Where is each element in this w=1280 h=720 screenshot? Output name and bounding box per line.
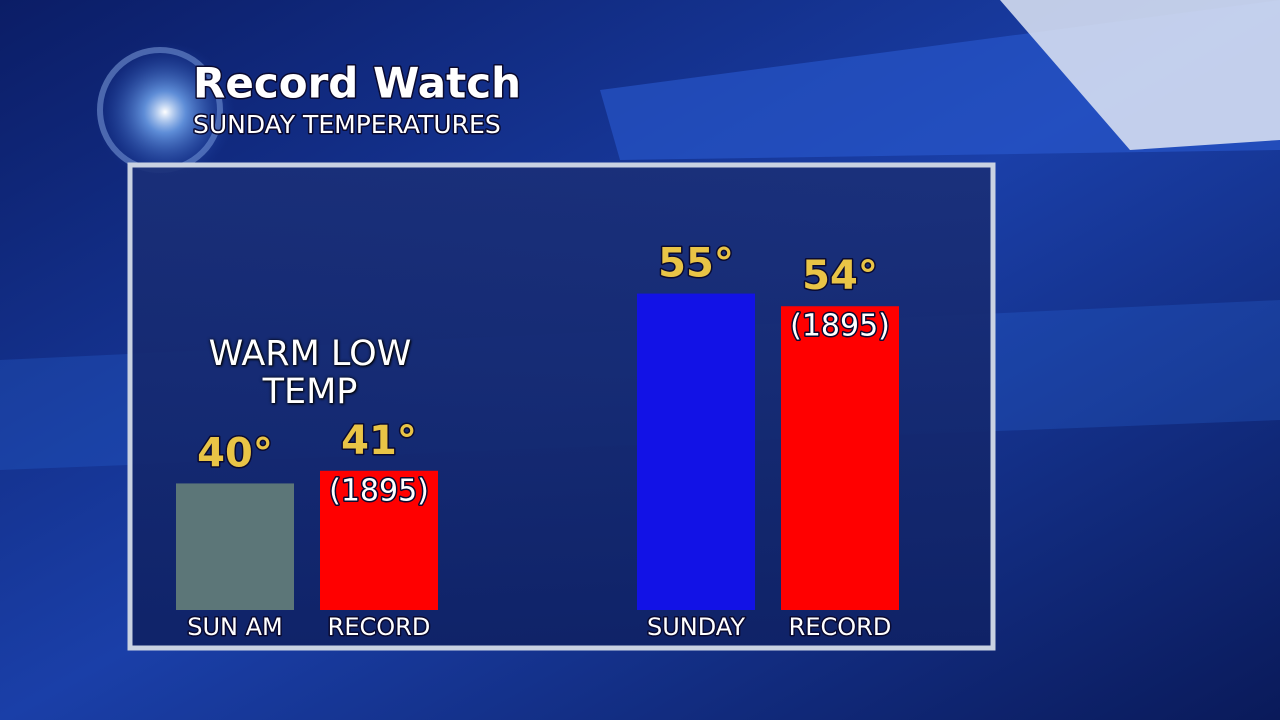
- bar: [176, 483, 294, 610]
- bar: [781, 306, 899, 610]
- chart-title: Record Watch: [193, 59, 521, 108]
- annotation: WARM LOW TEMP: [208, 334, 412, 412]
- year-label: (1895): [790, 309, 890, 344]
- category-label: SUN AM: [187, 613, 283, 641]
- category-label: SUNDAY: [647, 613, 745, 641]
- value-label: 55°: [658, 241, 734, 287]
- category-label: RECORD: [789, 613, 892, 641]
- year-label: (1895): [329, 473, 429, 508]
- value-label: 40°: [197, 430, 273, 476]
- value-label: 41°: [341, 418, 417, 464]
- value-label: 54°: [802, 253, 878, 299]
- decor: [95, 42, 235, 182]
- decor: [1000, 0, 1280, 150]
- category-label: RECORD: [328, 613, 431, 641]
- chart-subtitle: SUNDAY TEMPERATURES: [193, 110, 501, 139]
- bar: [320, 470, 438, 610]
- bar: [637, 293, 755, 610]
